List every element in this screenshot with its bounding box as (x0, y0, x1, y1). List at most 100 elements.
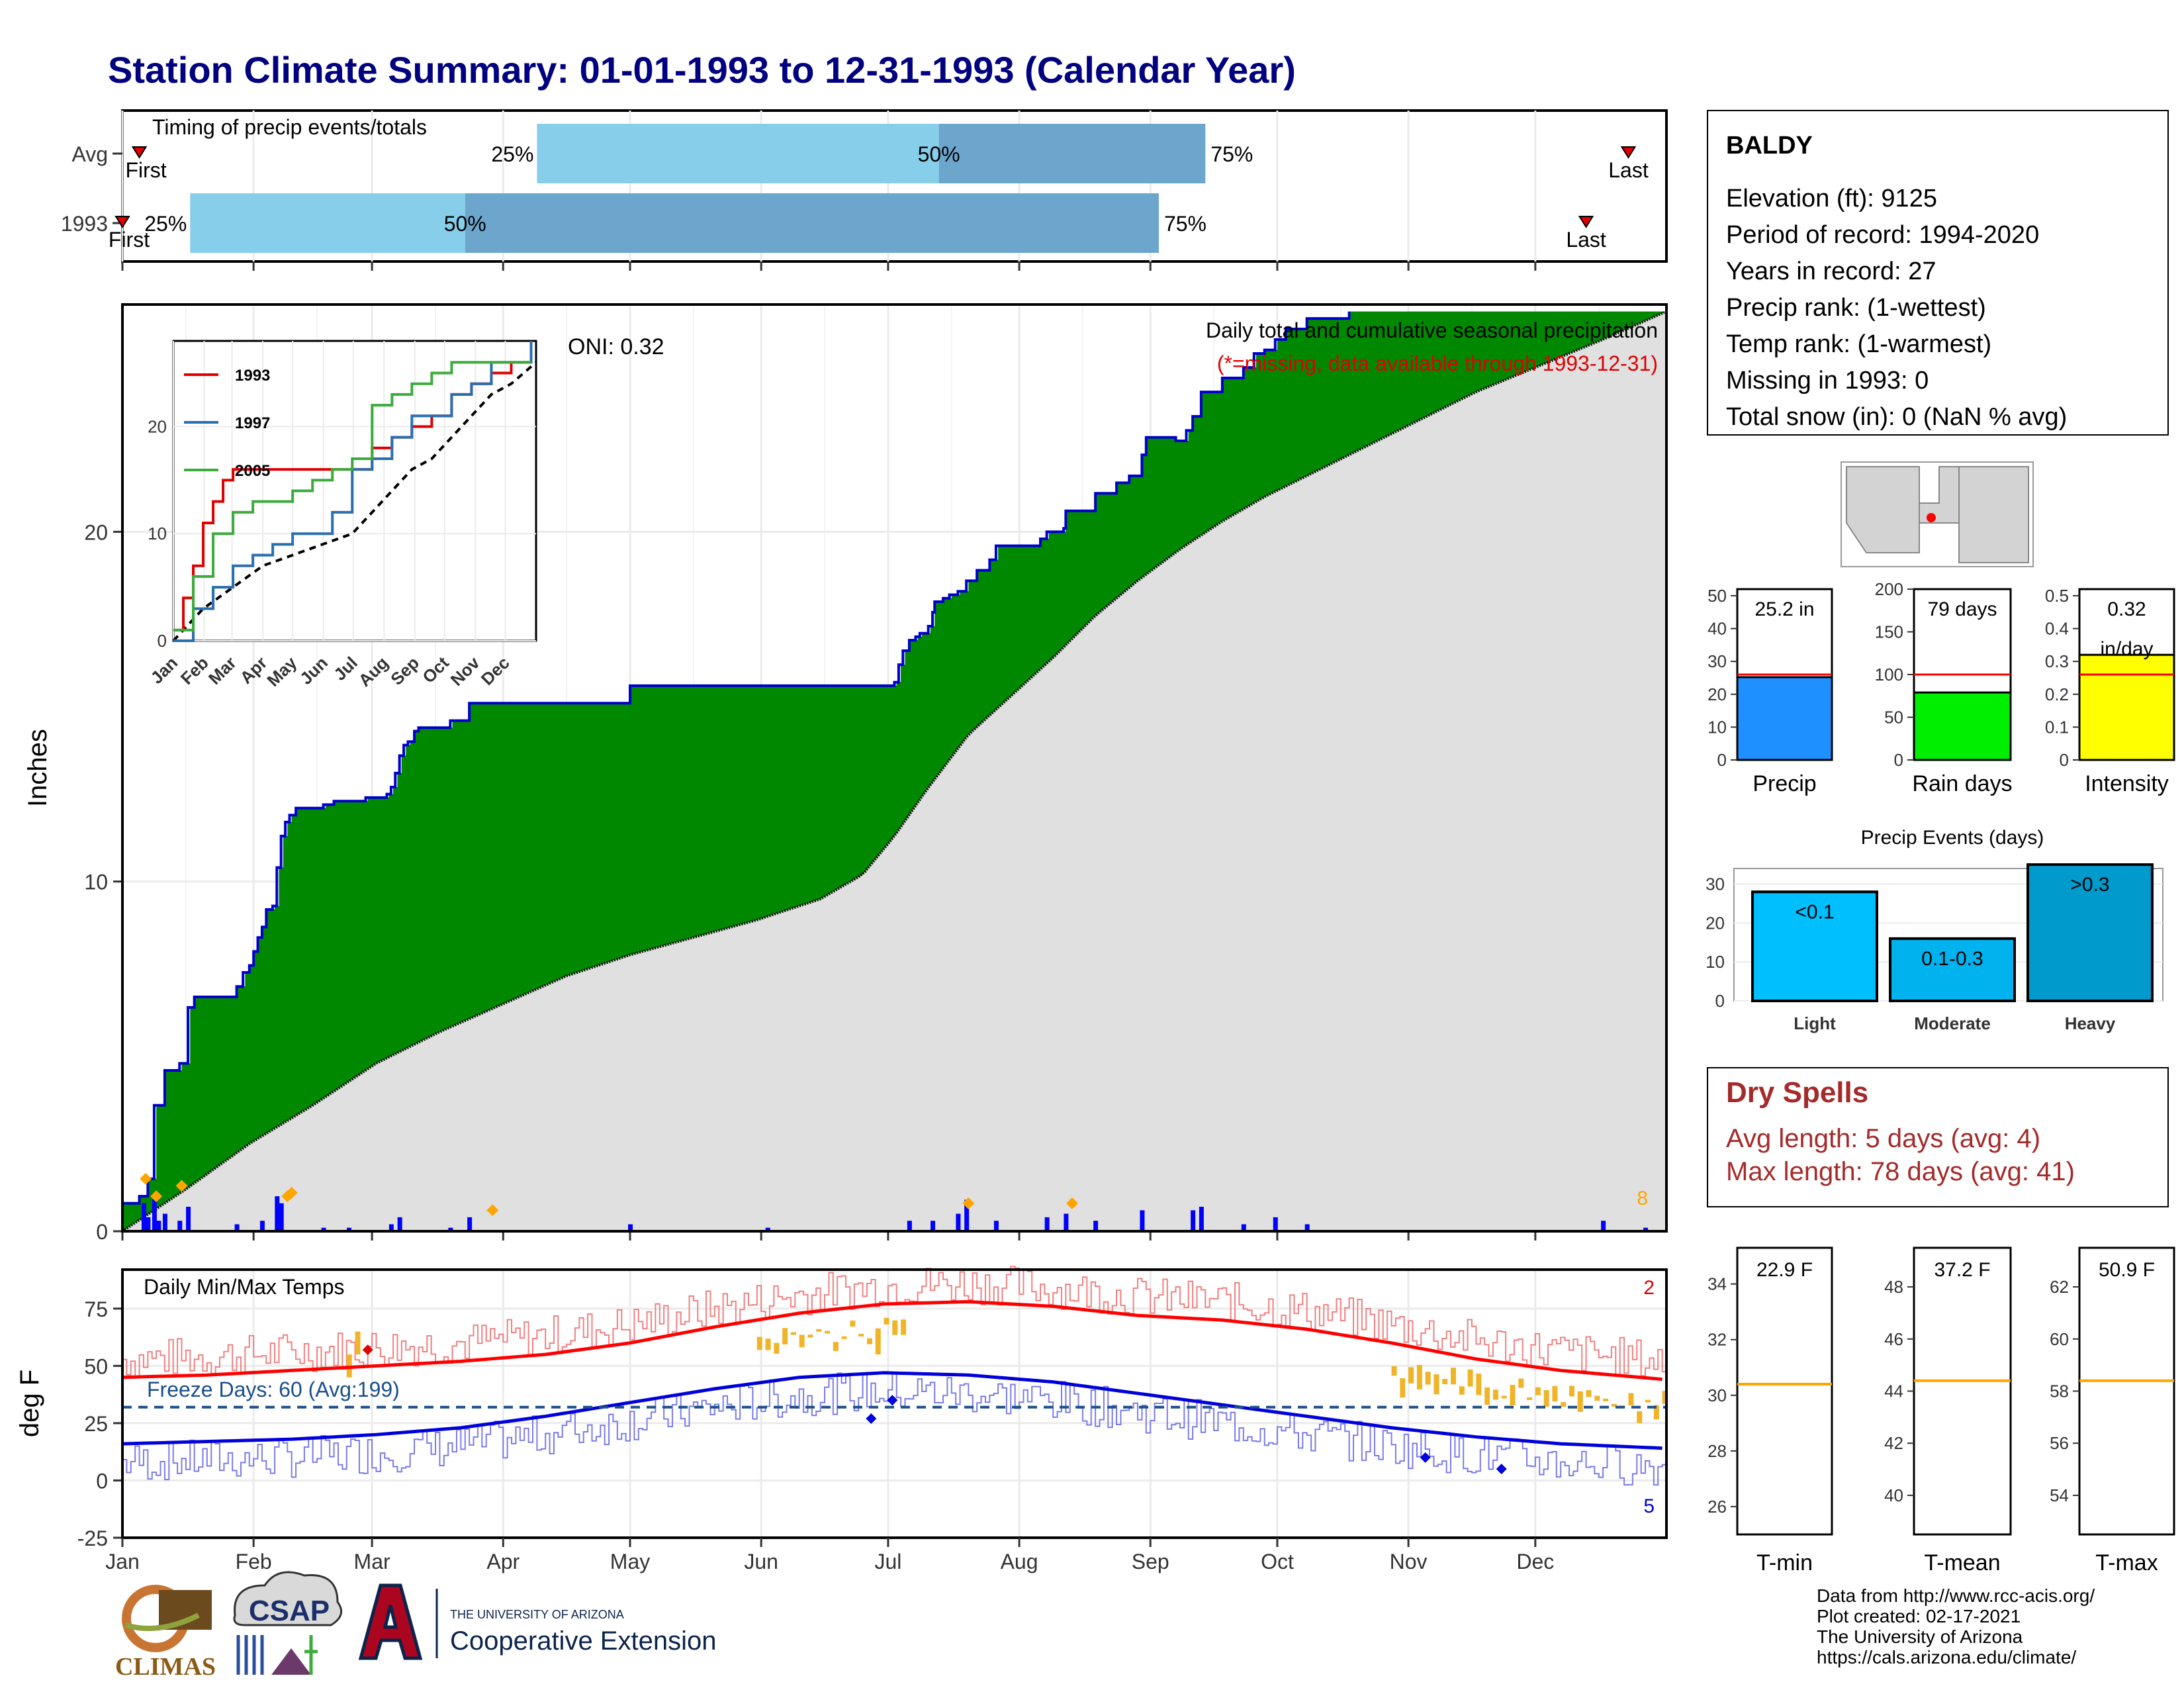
daily-precip-bar (956, 1213, 961, 1231)
daily-precip-bar (1199, 1207, 1204, 1231)
above-average-fill (825, 685, 829, 897)
timing-bar-25-50 (190, 193, 465, 253)
summary-ytick-label: 10 (1707, 717, 1727, 737)
above-average-fill (279, 867, 284, 1126)
daily-precip-bar (1601, 1221, 1606, 1231)
station-info-line: Period of record: 1994-2020 (1726, 221, 2039, 249)
marker-count: 8 (1637, 1188, 1648, 1209)
temp-departure-bar (1492, 1389, 1498, 1400)
above-average-fill (528, 703, 533, 993)
events-bar (1751, 890, 1878, 1002)
event-marker (962, 1197, 975, 1209)
summary-value-label: 79 days (1927, 598, 1997, 620)
above-average-fill (1040, 538, 1045, 670)
above-average-fill (905, 651, 910, 821)
month-label: May (610, 1550, 650, 1573)
above-average-fill (1649, 311, 1655, 319)
above-average-fill (156, 1105, 161, 1209)
above-average-fill (1167, 437, 1172, 559)
daily-precip-bar (275, 1196, 280, 1231)
above-average-fill (1146, 437, 1151, 575)
temp-departure-bar (1467, 1369, 1473, 1387)
temp-departure-bar (1552, 1385, 1558, 1402)
timing-bar-50-75 (938, 124, 1206, 183)
summary-ytick-label: 0 (1894, 750, 1903, 770)
summary-bar (1913, 691, 2012, 761)
timing-bars: Avg 25% 50% 75% First Last 1993 25% 50% 75% First L… (61, 124, 1649, 253)
summary-ytick-label: 150 (1875, 622, 1903, 642)
timing-pct-label: 75% (1210, 142, 1253, 166)
above-average-fill (947, 598, 952, 763)
above-average-fill (1264, 350, 1269, 497)
above-average-fill (1302, 328, 1308, 479)
average-max-line (122, 1299, 1662, 1382)
above-average-fill (1251, 367, 1257, 504)
daily-precip-bar (152, 1199, 157, 1231)
above-average-fill (443, 727, 449, 1031)
above-average-fill (1404, 311, 1409, 428)
above-average-fill (714, 685, 719, 932)
above-average-fill (393, 787, 398, 1055)
above-average-fill (866, 685, 872, 870)
above-average-fill (579, 703, 584, 972)
above-average-fill (1497, 311, 1502, 383)
timing-row-label: 1993 (61, 212, 108, 236)
first-label: First (125, 158, 166, 182)
above-average-fill (1193, 416, 1198, 541)
temp-plot (122, 1266, 1668, 1486)
above-average-fill (194, 997, 199, 1184)
temp-departure-bar (1561, 1402, 1567, 1407)
above-average-fill (1446, 311, 1451, 407)
timing-bar-25-50 (537, 124, 939, 183)
record-marker (887, 1395, 898, 1406)
above-average-fill (1561, 311, 1566, 357)
temp-ytick-label: 25 (84, 1412, 108, 1436)
above-average-fill (1311, 318, 1316, 474)
above-average-fill (503, 703, 508, 1004)
above-average-fill (1637, 311, 1642, 325)
above-average-fill (1116, 483, 1121, 598)
above-average-fill (338, 801, 343, 1089)
event-marker (285, 1186, 298, 1199)
above-average-fill (820, 685, 825, 900)
above-average-fill (553, 703, 559, 982)
above-average-fill (668, 685, 673, 945)
above-average-fill (1133, 475, 1138, 585)
daily-precip-bar (1044, 1217, 1050, 1231)
above-average-fill (807, 685, 813, 904)
first-label: First (109, 228, 150, 252)
above-average-fill (858, 685, 864, 877)
climas-logo: CLIMAS (115, 1585, 216, 1681)
above-average-fill (317, 808, 322, 1103)
above-average-fill (913, 640, 919, 809)
inset-legend-label: 1997 (235, 414, 270, 432)
summary-bar-label: Precip (1752, 771, 1816, 796)
summary-ytick-label: 0.5 (2045, 586, 2069, 606)
above-average-fill (1408, 311, 1413, 426)
summary-ytick-label: 0 (1717, 750, 1727, 770)
above-average-fill (596, 703, 601, 966)
above-average-fill (680, 685, 686, 941)
above-average-fill (1328, 318, 1333, 466)
above-average-fill (1484, 311, 1490, 389)
above-average-fill (1324, 318, 1329, 468)
above-average-fill (494, 703, 500, 1008)
above-average-fill (376, 797, 381, 1064)
above-average-fill (1430, 311, 1434, 415)
temp-departure-bar (355, 1331, 361, 1355)
first-marker (131, 146, 148, 159)
above-average-fill (1078, 510, 1083, 633)
above-average-fill (435, 727, 440, 1035)
freeze-days-label: Freeze Days: 60 (Avg:199) (147, 1378, 400, 1401)
above-average-fill (1048, 532, 1054, 662)
above-average-fill (778, 685, 783, 914)
above-average-fill (135, 1203, 140, 1223)
month-label: Jul (874, 1550, 901, 1573)
above-average-fill (1522, 311, 1527, 373)
above-average-fill (782, 685, 788, 912)
above-average-fill (249, 965, 254, 1144)
above-average-fill (1527, 311, 1531, 371)
daily-precip-bar (993, 1221, 999, 1231)
above-average-fill (1315, 318, 1320, 472)
